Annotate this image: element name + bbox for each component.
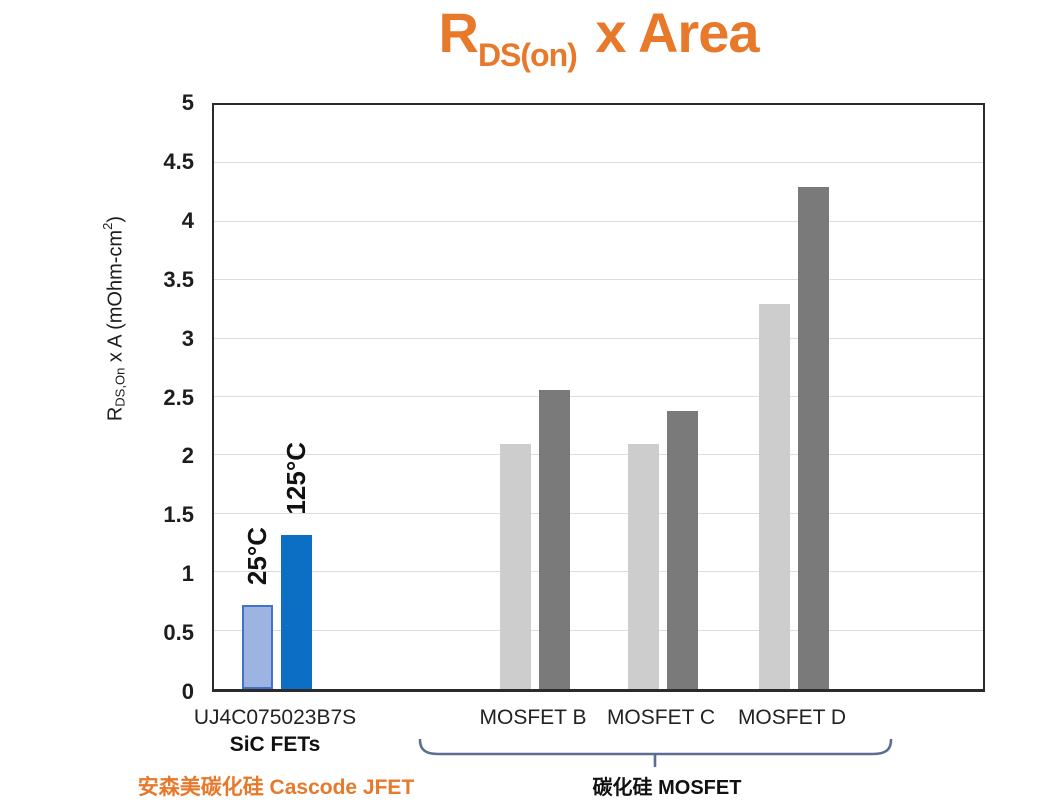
- y-tick-label: 4: [181, 207, 194, 233]
- bar-mosfet-c-25c: [628, 443, 659, 689]
- gridline: [214, 220, 983, 222]
- y-tick-label: 0.5: [163, 620, 194, 646]
- bar-mosfet-d-125c: [798, 186, 829, 689]
- y-tick-label: 2.5: [163, 384, 194, 410]
- y-tick-label: 2: [181, 443, 194, 469]
- bar-uj4c075023b7s-125c: [281, 534, 312, 689]
- gridline: [214, 571, 983, 573]
- y-tick-label: 1: [181, 561, 194, 587]
- bar-mosfet-b-25c: [500, 443, 531, 689]
- gridline: [214, 454, 983, 456]
- bar-mosfet-d-25c: [759, 303, 790, 689]
- x-category-label-mosfet-d: MOSFET D: [737, 706, 847, 729]
- chart-title: RDS(on) x Area: [212, 1, 985, 73]
- bar-mosfet-c-125c: [667, 411, 698, 689]
- bar-mosfet-b-125c: [539, 390, 570, 689]
- gridline: [214, 396, 983, 397]
- brace-icon: [418, 739, 893, 767]
- bar-label-125c: 125°C: [280, 442, 311, 515]
- title-suffix: x Area: [580, 1, 759, 64]
- bar-label-25c: 25°C: [241, 526, 272, 585]
- x-category-label-mosfet-c: MOSFET C: [606, 706, 716, 729]
- mosfet-note: 碳化硅 MOSFET: [592, 777, 742, 799]
- bar-uj4c075023b7s-25c: [242, 604, 273, 689]
- gridline: [214, 512, 983, 514]
- y-tick-label: 0: [181, 679, 194, 704]
- y-tick-label: 3.5: [163, 266, 194, 292]
- jfet-note: 安森美碳化硅 Cascode JFET: [137, 776, 415, 799]
- sic-fets-label: SiC FETs: [229, 733, 321, 756]
- y-tick-label: 1.5: [163, 502, 194, 528]
- y-axis-ticks: 0 0.5 1 1.5 2 2.5 3 3.5 4 4.5 5: [0, 91, 194, 704]
- y-tick-label: 4.5: [163, 148, 194, 174]
- gridline: [214, 337, 983, 339]
- gridline: [214, 162, 983, 164]
- plot-area: 25°C 125°C: [212, 103, 985, 692]
- x-category-label-uj4c075023b7s: UJ4C075023B7S: [193, 706, 357, 729]
- y-tick-label: 3: [181, 325, 194, 351]
- title-subscript: DS(on): [477, 37, 578, 73]
- title-prefix: R: [438, 1, 478, 64]
- gridline: [214, 629, 983, 631]
- y-tick-label: 5: [181, 90, 194, 115]
- gridline: [214, 279, 983, 281]
- x-category-label-mosfet-b: MOSFET B: [479, 706, 587, 729]
